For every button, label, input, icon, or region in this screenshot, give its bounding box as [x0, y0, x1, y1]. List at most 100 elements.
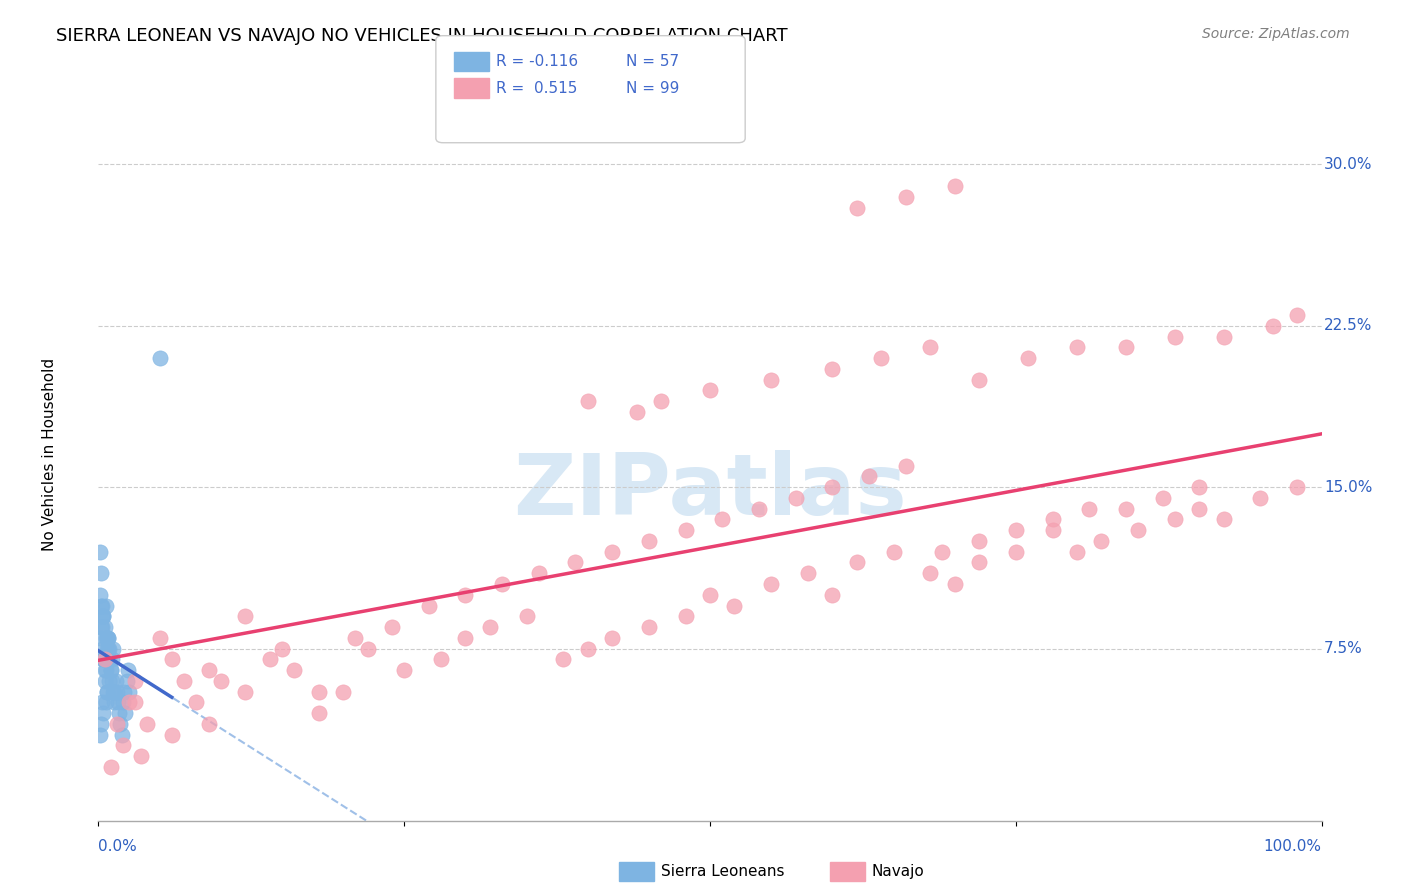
- Point: [114, 706, 136, 720]
- Point: [1152, 491, 1174, 505]
- Text: ZIPatlas: ZIPatlas: [513, 450, 907, 533]
- Point: [1188, 501, 1211, 516]
- Point: [699, 384, 721, 398]
- Point: [894, 458, 917, 473]
- Point: [90, 599, 112, 613]
- Point: [124, 673, 146, 688]
- Point: [89, 631, 111, 645]
- Point: [967, 533, 990, 548]
- Point: [650, 394, 672, 409]
- Point: [93, 663, 115, 677]
- Point: [515, 609, 537, 624]
- Point: [101, 641, 124, 656]
- Point: [91, 652, 114, 666]
- Point: [454, 588, 477, 602]
- Text: 30.0%: 30.0%: [1324, 157, 1372, 172]
- Point: [675, 609, 697, 624]
- Point: [332, 684, 354, 698]
- Point: [600, 545, 623, 559]
- Point: [430, 652, 453, 666]
- Point: [344, 631, 367, 645]
- Point: [1066, 340, 1088, 354]
- Point: [711, 512, 734, 526]
- Point: [91, 620, 114, 634]
- Point: [91, 609, 114, 624]
- Point: [91, 599, 114, 613]
- Point: [91, 609, 114, 624]
- Point: [1212, 512, 1234, 526]
- Point: [1004, 523, 1026, 537]
- Point: [197, 716, 219, 731]
- Point: [637, 533, 661, 548]
- Point: [845, 201, 868, 215]
- Point: [576, 641, 599, 656]
- Point: [637, 620, 661, 634]
- Point: [93, 652, 115, 666]
- Point: [308, 706, 330, 720]
- Point: [115, 673, 138, 688]
- Point: [1042, 512, 1064, 526]
- Point: [785, 491, 807, 505]
- Point: [1128, 523, 1150, 537]
- Point: [90, 566, 112, 581]
- Point: [91, 641, 114, 656]
- Point: [90, 620, 112, 634]
- Point: [943, 179, 966, 194]
- Point: [91, 695, 114, 709]
- Point: [103, 684, 125, 698]
- Text: Source: ZipAtlas.com: Source: ZipAtlas.com: [1202, 27, 1350, 41]
- Point: [94, 599, 117, 613]
- Point: [233, 609, 256, 624]
- Point: [97, 631, 120, 645]
- Point: [491, 577, 513, 591]
- Point: [94, 631, 117, 645]
- Point: [160, 652, 183, 666]
- Point: [118, 684, 141, 698]
- Text: 22.5%: 22.5%: [1324, 318, 1372, 334]
- Point: [1004, 545, 1026, 559]
- Point: [100, 760, 122, 774]
- Point: [100, 663, 122, 677]
- Point: [723, 599, 745, 613]
- Point: [967, 556, 990, 570]
- Point: [136, 716, 159, 731]
- Point: [797, 566, 820, 581]
- Point: [93, 652, 115, 666]
- Point: [89, 588, 111, 602]
- Point: [1017, 351, 1039, 365]
- Point: [356, 641, 378, 656]
- Point: [675, 523, 697, 537]
- Point: [91, 609, 114, 624]
- Point: [920, 340, 942, 354]
- Text: R = -0.116: R = -0.116: [496, 54, 578, 69]
- Point: [1066, 545, 1088, 559]
- Text: 15.0%: 15.0%: [1324, 480, 1372, 495]
- Point: [1212, 329, 1234, 343]
- Point: [943, 577, 966, 591]
- Point: [1078, 501, 1101, 516]
- Point: [96, 684, 118, 698]
- Point: [98, 652, 121, 666]
- Point: [392, 663, 416, 677]
- Point: [112, 684, 135, 698]
- Point: [91, 706, 114, 720]
- Point: [626, 405, 648, 419]
- Point: [98, 673, 121, 688]
- Text: 0.0%: 0.0%: [98, 838, 138, 854]
- Point: [761, 577, 783, 591]
- Point: [91, 652, 114, 666]
- Point: [186, 695, 208, 709]
- Point: [111, 728, 134, 742]
- Point: [110, 716, 132, 731]
- Point: [600, 631, 623, 645]
- Text: N = 99: N = 99: [626, 81, 679, 95]
- Point: [104, 673, 127, 688]
- Point: [97, 641, 120, 656]
- Text: 7.5%: 7.5%: [1324, 641, 1362, 656]
- Point: [553, 652, 575, 666]
- Point: [1286, 308, 1309, 322]
- Point: [821, 588, 844, 602]
- Point: [576, 394, 599, 409]
- Point: [894, 190, 917, 204]
- Point: [1261, 318, 1284, 333]
